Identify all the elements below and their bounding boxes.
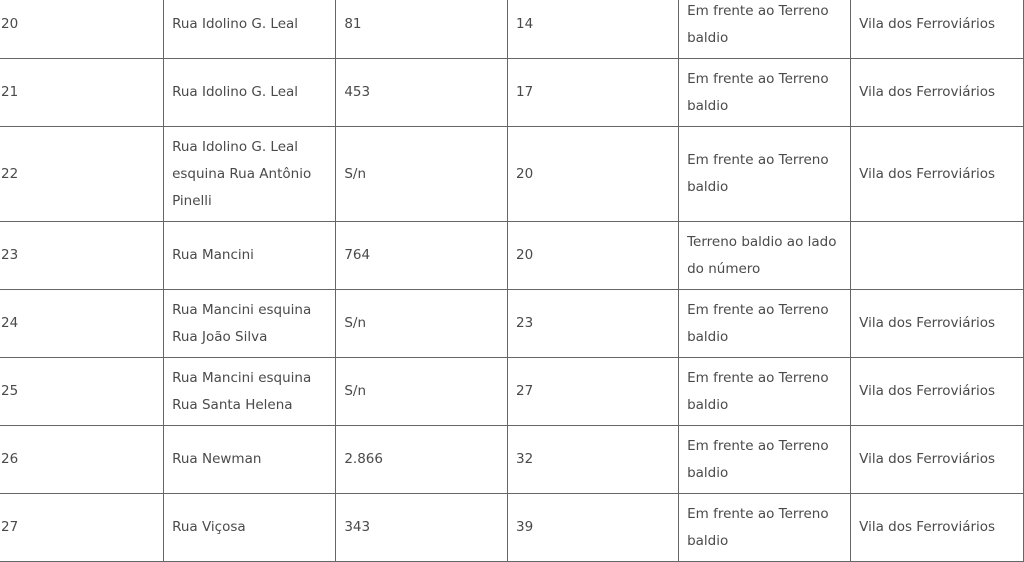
cell-number: S/n [335,289,509,358]
cell-row-number: 23 [0,221,165,290]
table-row: 24 Rua Mancini esquina Rua João Silva S/n 2… [0,289,1024,358]
cell-quantity: 17 [507,58,680,127]
cell-number: 2.866 [335,425,509,494]
cell-street: Rua Mancini esquina Rua Santa Helena [163,357,337,426]
cell-number: 453 [335,58,509,127]
cell-row-number: 25 [0,357,165,426]
cell-reference: Em frente ao Terreno baldio [678,425,852,494]
table-row: 23 Rua Mancini 764 20 Terreno baldio ao lado… [0,221,1024,290]
cell-neighborhood: Vila dos Ferroviários [850,425,1024,494]
cell-street: Rua Idolino G. Leal [163,0,337,59]
cell-number: S/n [335,357,509,426]
cell-row-number: 27 [0,493,165,562]
table-row: 26 Rua Newman 2.866 32 Em frente ao Terreno … [0,425,1024,494]
cell-reference: Em frente ao Terreno baldio [678,126,852,222]
cell-reference: Em frente ao Terreno baldio [678,357,852,426]
cell-street: Rua Idolino G. Leal esquina Rua Antônio … [163,126,337,222]
cell-street: Rua Newman [163,425,337,494]
cell-street: Rua Viçosa [163,493,337,562]
cell-quantity: 14 [507,0,680,59]
cell-reference: Terreno baldio ao lado do número [678,221,852,290]
table-row: 21 Rua Idolino G. Leal 453 17 Em frente ao T… [0,58,1024,127]
cell-quantity: 20 [507,126,680,222]
table-row: 27 Rua Viçosa 343 39 Em frente ao Terreno ba… [0,493,1024,562]
cell-neighborhood: Vila dos Ferroviários [850,289,1024,358]
cell-number: 81 [335,0,509,59]
cell-reference: Em frente ao Terreno baldio [678,289,852,358]
cell-row-number: 21 [0,58,165,127]
cell-neighborhood: Vila dos Ferroviários [850,357,1024,426]
cell-quantity: 20 [507,221,680,290]
table-row: 25 Rua Mancini esquina Rua Santa Helena S/… [0,357,1024,426]
cell-reference: Em frente ao Terreno baldio [678,0,852,59]
cell-number: 343 [335,493,509,562]
cell-quantity: 39 [507,493,680,562]
cell-quantity: 23 [507,289,680,358]
cell-quantity: 32 [507,425,680,494]
cell-reference: Em frente ao Terreno baldio [678,493,852,562]
cell-neighborhood [850,221,1024,290]
cell-row-number: 22 [0,126,165,222]
cell-street: Rua Idolino G. Leal [163,58,337,127]
cell-neighborhood: Vila dos Ferroviários [850,126,1024,222]
cell-neighborhood: Vila dos Ferroviários [850,493,1024,562]
table-row: 20 Rua Idolino G. Leal 81 14 Em frente ao Te… [0,0,1024,59]
cell-number: 764 [335,221,509,290]
cell-row-number: 20 [0,0,165,59]
cell-street: Rua Mancini [163,221,337,290]
cell-number: S/n [335,126,509,222]
cell-row-number: 26 [0,425,165,494]
cell-neighborhood: Vila dos Ferroviários [850,0,1024,59]
cell-street: Rua Mancini esquina Rua João Silva [163,289,337,358]
cell-neighborhood: Vila dos Ferroviários [850,58,1024,127]
cell-row-number: 24 [0,289,165,358]
cell-reference: Em frente ao Terreno baldio [678,58,852,127]
table-row: 22 Rua Idolino G. Leal esquina Rua Antôni… [0,126,1024,222]
cell-quantity: 27 [507,357,680,426]
